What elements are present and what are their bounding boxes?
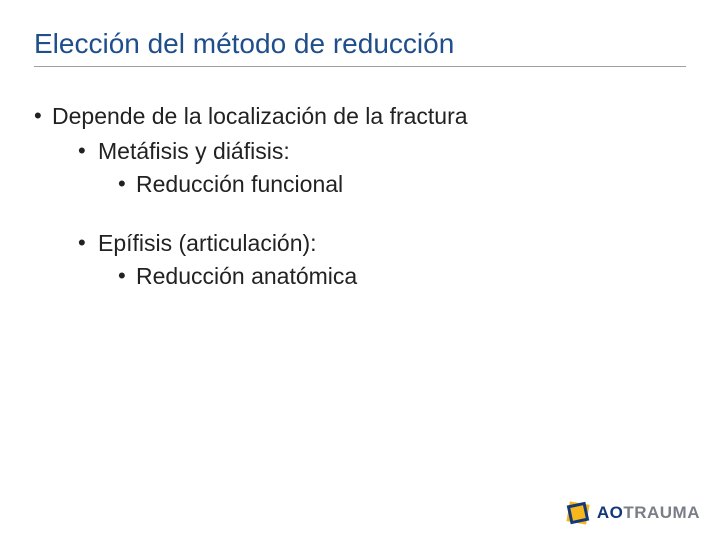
bullet-l2-group-a: Metáfisis y diáfisis: Reducción funciona… bbox=[78, 136, 686, 200]
bullet-l1: Depende de la localización de la fractur… bbox=[34, 101, 686, 292]
bullet-l3-group: Reducción funcional bbox=[118, 169, 686, 200]
bullet-l2-group-b: Epífisis (articulación): Reducción anató… bbox=[78, 228, 686, 292]
bullet-l2-text: Epífisis (articulación): bbox=[98, 230, 317, 256]
bullet-l2-text: Metáfisis y diáfisis: bbox=[98, 138, 290, 164]
bullet-l2: Epífisis (articulación): Reducción anató… bbox=[78, 228, 686, 292]
logo-text: AOTRAUMA bbox=[597, 503, 700, 523]
logo-icon bbox=[565, 500, 591, 526]
slide: Elección del método de reducción Depende… bbox=[0, 0, 720, 540]
bullet-l2: Metáfisis y diáfisis: Reducción funciona… bbox=[78, 136, 686, 200]
logo-text-ao: AO bbox=[597, 503, 624, 522]
bullet-l1-text: Depende de la localización de la fractur… bbox=[52, 103, 468, 129]
bullet-l3: Reducción anatómica bbox=[118, 261, 686, 292]
brand-logo: AOTRAUMA bbox=[565, 500, 700, 526]
slide-title: Elección del método de reducción bbox=[34, 28, 686, 60]
bullet-list: Depende de la localización de la fractur… bbox=[34, 101, 686, 292]
bullet-l3: Reducción funcional bbox=[118, 169, 686, 200]
title-divider bbox=[34, 66, 686, 67]
logo-text-trauma: TRAUMA bbox=[623, 503, 700, 522]
bullet-l3-group: Reducción anatómica bbox=[118, 261, 686, 292]
bullet-l3-text: Reducción anatómica bbox=[136, 263, 357, 289]
bullet-l3-text: Reducción funcional bbox=[136, 171, 343, 197]
